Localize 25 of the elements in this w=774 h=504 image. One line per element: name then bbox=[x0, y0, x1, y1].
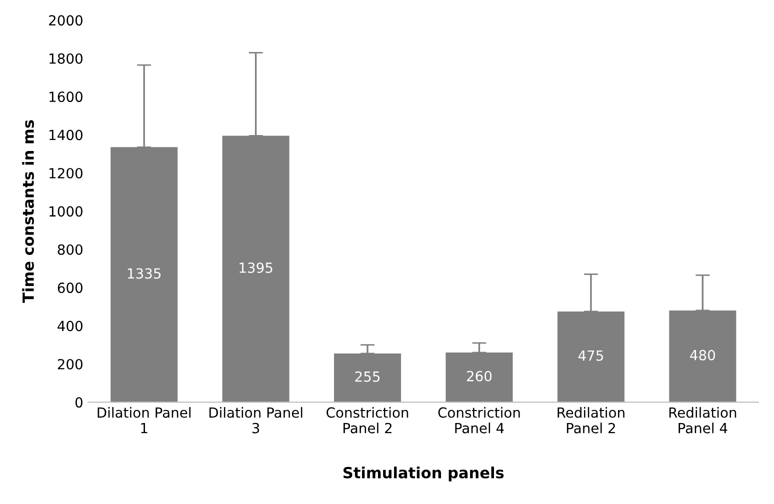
x-tick-label: Redilation Panel 2 bbox=[558, 407, 624, 434]
y-tick-label: 0 bbox=[75, 397, 82, 408]
y-tick-label: 1000 bbox=[50, 206, 82, 217]
x-tick-label: Constriction Panel 2 bbox=[326, 407, 408, 434]
y-tick-label: 600 bbox=[58, 282, 82, 294]
y-tick-label: 2000 bbox=[49, 15, 82, 26]
y-tick-label: 200 bbox=[58, 358, 82, 370]
x-axis-title: Stimulation panels bbox=[344, 466, 504, 482]
y-tick-label: 1800 bbox=[50, 53, 82, 64]
data-label: 480 bbox=[690, 350, 715, 360]
y-axis-title: Time constants in ms bbox=[22, 120, 34, 303]
x-tick-label: Constriction Panel 4 bbox=[438, 407, 520, 434]
y-tick-label: 1600 bbox=[50, 92, 82, 102]
x-tick-label: Redilation Panel 4 bbox=[669, 407, 736, 434]
data-label: 260 bbox=[467, 370, 492, 382]
data-label: 1395 bbox=[240, 262, 272, 273]
x-tick-label: Dilation Panel 1 bbox=[98, 407, 190, 434]
data-label: 475 bbox=[578, 350, 603, 361]
y-tick-label: 1200 bbox=[50, 168, 82, 178]
data-label: 1335 bbox=[128, 268, 161, 279]
x-tick-label: Dilation Panel 3 bbox=[209, 407, 302, 434]
y-tick-label: 1400 bbox=[50, 130, 82, 140]
y-tick-label: 400 bbox=[58, 320, 82, 332]
y-tick-label: 800 bbox=[58, 244, 82, 255]
data-label: 255 bbox=[355, 371, 380, 382]
